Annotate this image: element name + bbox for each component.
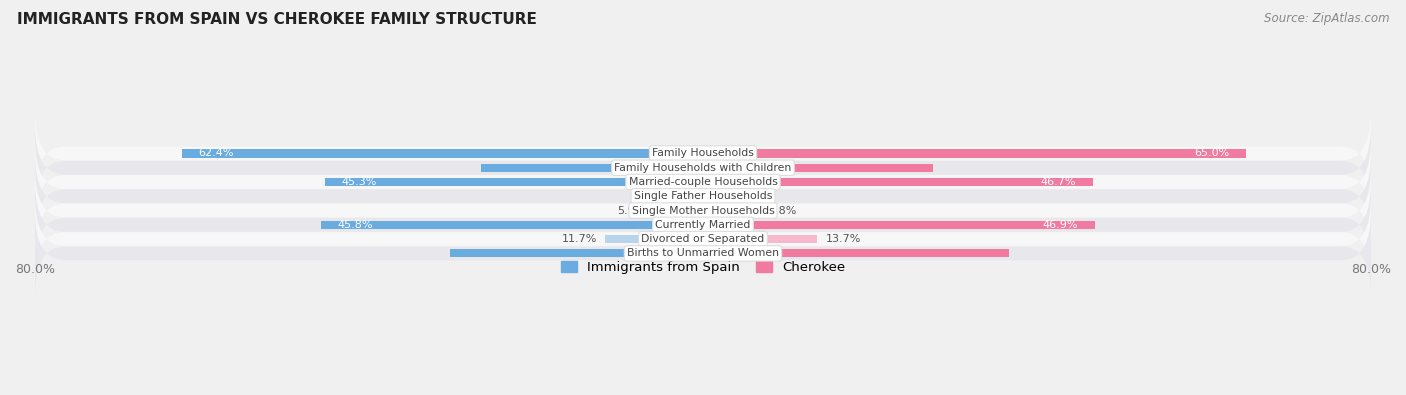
- Text: 5.9%: 5.9%: [617, 205, 645, 216]
- Text: 13.7%: 13.7%: [825, 234, 860, 244]
- Bar: [703, 192, 724, 200]
- FancyBboxPatch shape: [35, 139, 1371, 225]
- Bar: [703, 178, 1092, 186]
- Text: 65.0%: 65.0%: [1194, 149, 1229, 158]
- Text: Married-couple Households: Married-couple Households: [628, 177, 778, 187]
- Bar: [686, 192, 703, 200]
- Text: 27.5%: 27.5%: [720, 163, 755, 173]
- Bar: [450, 249, 703, 258]
- Text: 30.3%: 30.3%: [651, 248, 686, 258]
- FancyBboxPatch shape: [35, 111, 1371, 197]
- Text: 45.8%: 45.8%: [337, 220, 373, 230]
- Bar: [654, 207, 703, 215]
- Text: 62.4%: 62.4%: [198, 149, 235, 158]
- Text: 2.6%: 2.6%: [733, 191, 762, 201]
- Text: 6.8%: 6.8%: [768, 205, 797, 216]
- Bar: [703, 221, 1095, 229]
- FancyBboxPatch shape: [35, 210, 1371, 296]
- Bar: [481, 164, 703, 172]
- Bar: [703, 235, 817, 243]
- Text: 46.9%: 46.9%: [1042, 220, 1078, 230]
- Text: 36.7%: 36.7%: [720, 248, 755, 258]
- Bar: [703, 164, 932, 172]
- Text: Source: ZipAtlas.com: Source: ZipAtlas.com: [1264, 12, 1389, 25]
- FancyBboxPatch shape: [35, 167, 1371, 254]
- Bar: [325, 178, 703, 186]
- FancyBboxPatch shape: [35, 153, 1371, 239]
- FancyBboxPatch shape: [35, 196, 1371, 282]
- FancyBboxPatch shape: [35, 182, 1371, 268]
- Bar: [703, 207, 759, 215]
- Text: IMMIGRANTS FROM SPAIN VS CHEROKEE FAMILY STRUCTURE: IMMIGRANTS FROM SPAIN VS CHEROKEE FAMILY…: [17, 12, 537, 27]
- Text: 11.7%: 11.7%: [561, 234, 598, 244]
- Legend: Immigrants from Spain, Cherokee: Immigrants from Spain, Cherokee: [555, 256, 851, 279]
- Text: Family Households with Children: Family Households with Children: [614, 163, 792, 173]
- Text: Single Father Households: Single Father Households: [634, 191, 772, 201]
- Bar: [181, 149, 703, 158]
- Bar: [321, 221, 703, 229]
- FancyBboxPatch shape: [35, 125, 1371, 211]
- Text: Divorced or Separated: Divorced or Separated: [641, 234, 765, 244]
- Text: 2.1%: 2.1%: [648, 191, 678, 201]
- Text: Family Households: Family Households: [652, 149, 754, 158]
- Bar: [606, 235, 703, 243]
- Text: 46.7%: 46.7%: [1040, 177, 1076, 187]
- Text: Single Mother Households: Single Mother Households: [631, 205, 775, 216]
- Text: 45.3%: 45.3%: [342, 177, 377, 187]
- Bar: [703, 149, 1246, 158]
- Bar: [703, 249, 1010, 258]
- Text: Births to Unmarried Women: Births to Unmarried Women: [627, 248, 779, 258]
- Text: 26.6%: 26.6%: [651, 163, 686, 173]
- Text: Currently Married: Currently Married: [655, 220, 751, 230]
